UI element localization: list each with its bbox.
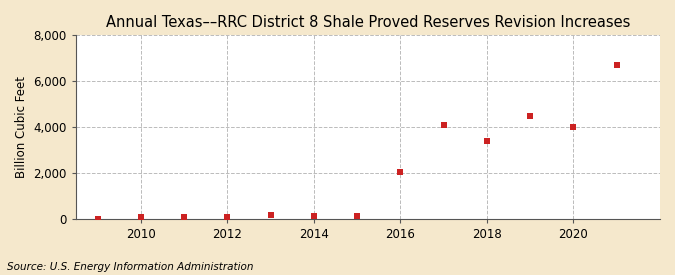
Title: Annual Texas––RRC District 8 Shale Proved Reserves Revision Increases: Annual Texas––RRC District 8 Shale Prove…	[106, 15, 630, 30]
Point	[136, 215, 146, 220]
Point	[525, 113, 536, 118]
Point	[612, 63, 622, 67]
Point	[568, 125, 579, 129]
Point	[352, 214, 362, 219]
Point	[438, 123, 449, 127]
Point	[395, 169, 406, 174]
Point	[179, 215, 190, 219]
Point	[92, 216, 103, 221]
Text: Source: U.S. Energy Information Administration: Source: U.S. Energy Information Administ…	[7, 262, 253, 272]
Point	[222, 215, 233, 220]
Y-axis label: Billion Cubic Feet: Billion Cubic Feet	[15, 76, 28, 178]
Point	[308, 214, 319, 218]
Point	[481, 139, 492, 143]
Point	[265, 213, 276, 217]
